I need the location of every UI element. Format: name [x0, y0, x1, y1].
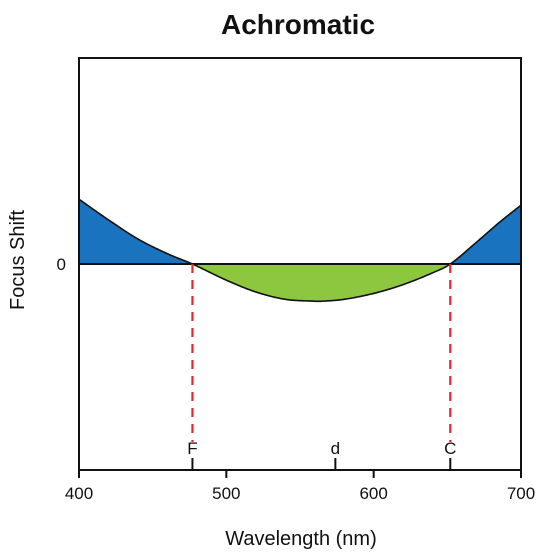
x-tick-label: 600	[359, 484, 387, 503]
marker-label-d: d	[331, 439, 340, 458]
marker-label-F: F	[187, 439, 197, 458]
marker-label-C: C	[444, 439, 456, 458]
x-tick-label: 500	[212, 484, 240, 503]
positive-shift-region	[79, 199, 193, 264]
x-axis-label: Wavelength (nm)	[225, 528, 377, 550]
plot-frame	[78, 57, 522, 471]
chart-title: Achromatic	[221, 9, 375, 40]
x-axis-ticks: 400 500 600 700	[65, 470, 535, 503]
shift-regions	[79, 199, 521, 302]
y-tick-label: 0	[57, 255, 66, 274]
x-tick-label: 400	[65, 484, 93, 503]
focus-shift-curve	[78, 198, 522, 303]
wavelength-marker-lines	[191, 264, 452, 442]
focus-shift-curve-layer	[78, 198, 522, 303]
y-axis-label: Focus Shift	[7, 210, 29, 310]
y-axis-ticks: 0	[57, 255, 66, 274]
x-tick-label: 700	[507, 484, 535, 503]
